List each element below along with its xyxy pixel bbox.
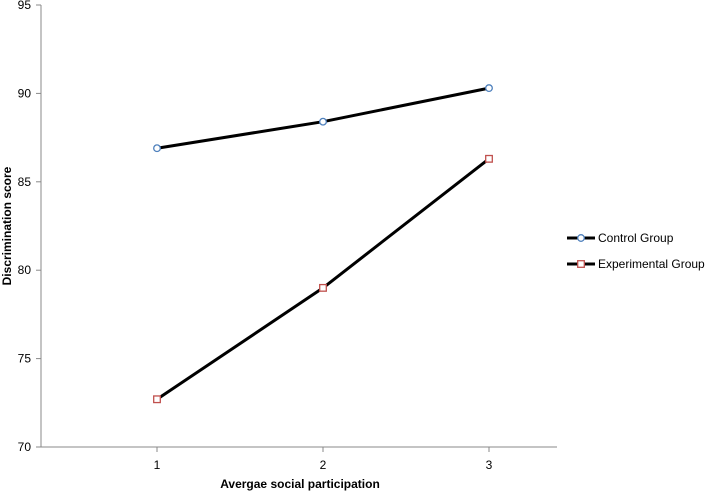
y-tick-label: 70 (18, 440, 32, 454)
experimental-group-point (319, 283, 327, 292)
legend-item-experimental-group: Experimental Group (567, 257, 705, 271)
plot-area: 70 75 80 85 90 95 1 2 3 (18, 0, 557, 472)
y-tick-label: 95 (18, 0, 32, 12)
legend-item-control-group: Control Group (567, 231, 674, 245)
y-tick-label: 80 (18, 263, 32, 277)
legend-label: Control Group (598, 231, 674, 245)
x-tick-label: 2 (320, 458, 327, 472)
control-group-series (153, 84, 493, 153)
legend-marker (577, 260, 585, 268)
y-ticks: 70 75 80 85 90 95 (18, 0, 41, 454)
x-tick-label: 3 (486, 458, 493, 472)
series-layer (153, 84, 493, 404)
experimental-group-point (153, 395, 161, 404)
legend: Control Group Experimental Group (567, 231, 705, 271)
y-tick-label: 85 (18, 175, 32, 189)
legend-label: Experimental Group (598, 257, 705, 271)
y-axis-title: Discrimination score (0, 166, 14, 285)
x-ticks: 1 2 3 (154, 447, 493, 472)
legend-marker (577, 234, 585, 242)
control-group-point (153, 144, 161, 153)
experimental-group-line (156, 157, 490, 401)
experimental-group-point (485, 154, 493, 163)
x-tick-label: 1 (154, 458, 161, 472)
y-tick-label: 75 (18, 352, 32, 366)
y-tick-label: 90 (18, 86, 32, 100)
experimental-group-series (153, 154, 493, 404)
x-axis-title: Avergae social participation (220, 477, 380, 491)
control-group-point (485, 84, 493, 93)
control-group-point (319, 117, 327, 126)
